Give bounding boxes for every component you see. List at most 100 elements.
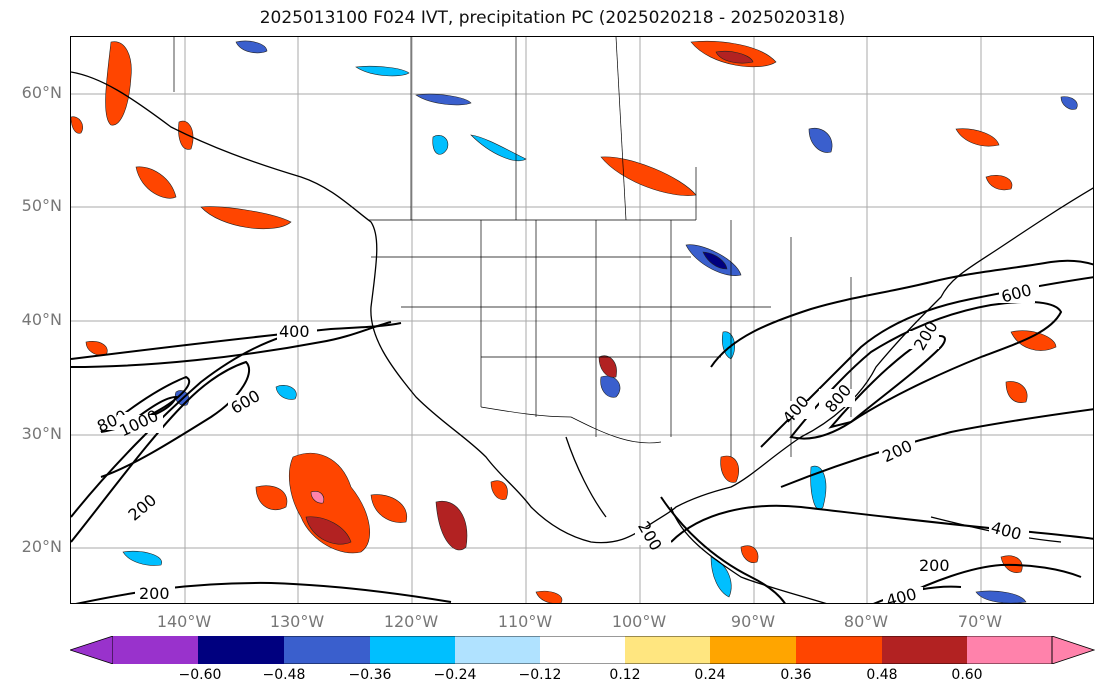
precip-patch (305, 516, 352, 545)
lon-label-70w: 70°W (957, 612, 1003, 631)
precip-patch (702, 251, 728, 270)
precip-patch (715, 50, 754, 64)
lon-label-130w: 130°W (269, 612, 325, 631)
colorbar-segment (284, 636, 370, 664)
precip-positive-patches (71, 40, 1057, 603)
lon-label-140w: 140°W (156, 612, 212, 631)
colorbar-segment (370, 636, 455, 664)
precip-patch (740, 545, 759, 563)
colorbar-segment (625, 636, 710, 664)
colorbar-segment (540, 636, 625, 664)
lon-label-80w: 80°W (843, 612, 889, 631)
ivt-contour-200-south (75, 581, 452, 603)
precip-negative-patches (122, 40, 1078, 603)
pacific-coast (71, 71, 647, 544)
province-border (615, 37, 627, 221)
colorbar-tick: 0.24 (694, 667, 726, 683)
lon-label-100w: 100°W (611, 612, 667, 631)
ivt-contour-400-caribbean (670, 504, 1093, 543)
colorbar-segment (1051, 636, 1095, 664)
ivt-contour-200-caribbean (900, 563, 1082, 598)
coastlines (71, 71, 1093, 603)
us-mexico-border (480, 406, 662, 444)
precip-patch (235, 40, 268, 54)
lat-label-60n: 60°N (21, 83, 62, 102)
precip-patch (370, 494, 408, 523)
ivt-contour-400-b (71, 321, 392, 368)
colorbar-segment (796, 636, 882, 664)
precip-patch (178, 120, 194, 150)
contour-label: 400 (884, 584, 918, 604)
map-canvas: 400 600 800 1000 200 200 400 200 600 400… (71, 37, 1093, 604)
colorbar-segment (455, 636, 540, 664)
precip-patch (275, 385, 297, 400)
colorbar-segment (882, 636, 967, 664)
precip-patch (1060, 96, 1078, 110)
map-title: 2025013100 F024 IVT, precipitation PC (2… (259, 8, 846, 28)
colorbar (70, 636, 1095, 664)
precip-patch (288, 453, 370, 554)
precip-patch (105, 41, 132, 126)
lon-label-120w: 120°W (383, 612, 439, 631)
contour-label: 400 (779, 392, 813, 428)
lon-label-110w: 110°W (497, 612, 553, 631)
precip-patch (808, 127, 833, 153)
precip-patch (985, 175, 1013, 191)
colorbar-tick: −0.60 (178, 667, 222, 683)
precip-patch (415, 93, 472, 106)
colorbar-tick: −0.12 (518, 667, 562, 683)
precip-patch (71, 116, 83, 134)
graticule (71, 37, 1093, 603)
colorbar-tick: −0.36 (348, 667, 392, 683)
map-panel: 400 600 800 1000 200 200 400 200 600 400… (70, 36, 1094, 604)
precip-patch (720, 455, 740, 483)
precip-patch (955, 128, 1000, 147)
colorbar-segment (967, 636, 1052, 664)
precip-patch (1010, 330, 1057, 351)
precip-patch (535, 590, 563, 603)
precip-patch (975, 590, 1027, 603)
precip-patch (432, 135, 449, 155)
contour-label: 400 (279, 322, 310, 341)
precip-patch (135, 166, 177, 199)
borders (173, 37, 852, 457)
contour-label: 800 (821, 381, 855, 417)
colorbar-segment (710, 636, 796, 664)
precip-patch (255, 485, 288, 511)
colorbar-tick: 0.60 (951, 667, 983, 683)
lat-label-30n: 30°N (21, 424, 62, 443)
ivt-contour-600 (71, 360, 251, 543)
precip-patch (470, 134, 527, 161)
precip-patch (490, 480, 508, 500)
contour-label: 600 (227, 386, 263, 418)
precip-patch (810, 465, 827, 510)
precip-patch (85, 341, 108, 356)
precip-patch (600, 156, 697, 196)
precip-patch (310, 491, 325, 504)
ivt-contour-800-east (828, 335, 946, 429)
colorbar-tick: 0.36 (780, 667, 812, 683)
baja-coast (565, 436, 607, 518)
ivt-contour-200-east (710, 259, 1093, 368)
ivt-contour-200-southeast (780, 408, 1093, 488)
contour-labels: 400 600 800 1000 200 200 400 200 600 400… (94, 280, 1039, 604)
precip-patch (600, 375, 621, 398)
colorbar-tick: −0.48 (262, 667, 306, 683)
lat-label-40n: 40°N (21, 310, 62, 329)
ivt-contour-200-mexico (660, 496, 786, 603)
ivt-contours (71, 259, 1093, 603)
ivt-contour-400 (71, 322, 402, 360)
colorbar-tick: −0.24 (433, 667, 477, 683)
lat-label-20n: 20°N (21, 537, 62, 556)
precip-patch (435, 500, 468, 551)
lat-label-50n: 50°N (21, 196, 62, 215)
precip-patch (598, 355, 617, 378)
colorbar-segment (70, 636, 114, 664)
precip-patch (122, 550, 162, 566)
contour-label: 200 (919, 556, 950, 575)
colorbar-tick: 0.48 (866, 667, 898, 683)
precip-patch (200, 206, 292, 230)
contour-label: 200 (139, 584, 170, 603)
gulf-atlantic-coast (645, 187, 1093, 528)
precip-patch (355, 65, 410, 77)
